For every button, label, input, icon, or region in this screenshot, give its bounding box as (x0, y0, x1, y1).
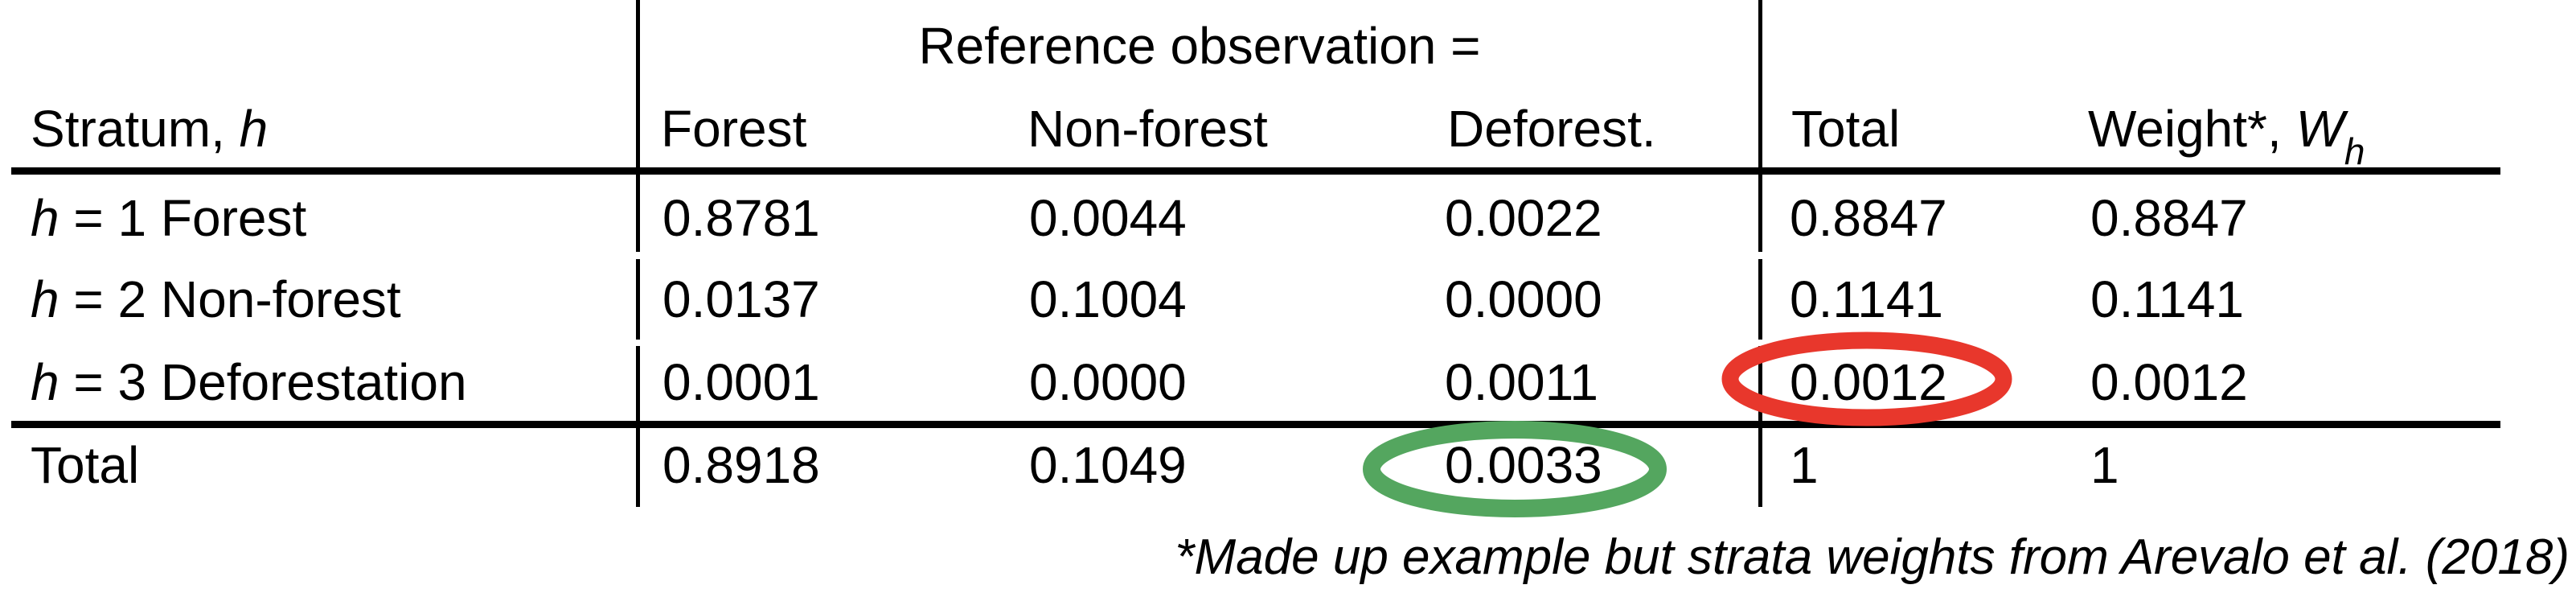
deforest-value: 0.0000 (1445, 270, 1602, 328)
weight-header-variable: W (2295, 100, 2344, 158)
row-label-text: = 3 Deforestation (59, 353, 467, 411)
non-forest-column-header: Non-forest (1028, 100, 1268, 158)
stratum-forest-divider (636, 0, 640, 252)
deforest-value: 0.0011 (1445, 353, 1598, 411)
weight-value: 0.1141 (2090, 270, 2244, 328)
forest-total: 0.8918 (662, 436, 820, 494)
non-forest-total: 0.1049 (1029, 436, 1187, 494)
non-forest-value: 0.0044 (1029, 189, 1187, 247)
deforest-total-divider (1758, 346, 1762, 421)
weight-value: 0.8847 (2090, 189, 2248, 247)
row-variable: h (31, 270, 59, 328)
weight-value: 0.0012 (2090, 353, 2248, 411)
deforest-value: 0.0022 (1445, 189, 1602, 247)
deforest-total-divider (1758, 427, 1762, 507)
deforest-total-divider (1758, 259, 1762, 340)
non-forest-value: 0.0000 (1029, 353, 1187, 411)
forest-value: 0.8781 (662, 189, 820, 247)
weight-header-subscript: h (2344, 130, 2365, 172)
weight-header-text: Weight*, (2088, 100, 2296, 158)
stratum-header-text: Stratum, (31, 100, 240, 158)
total-value-circled: 0.0012 (1790, 353, 1947, 411)
footnote: *Made up example but strata weights from… (1175, 529, 2570, 585)
total-row-label: Total (31, 436, 140, 494)
forest-value: 0.0001 (662, 353, 820, 411)
non-forest-value: 0.1004 (1029, 270, 1187, 328)
deforest-total-divider (1758, 0, 1762, 252)
row-label-text: = 1 Forest (59, 189, 307, 247)
row-label: h = 1 Forest (31, 192, 306, 245)
total-row-rule (11, 421, 2500, 428)
forest-column-header: Forest (661, 100, 807, 158)
weight-column-header: Weight*, Wh (2088, 100, 2365, 172)
deforest-column-header: Deforest. (1447, 100, 1656, 158)
stratum-forest-divider (636, 346, 640, 421)
total-value: 0.8847 (1790, 189, 1947, 247)
row-label: h = 3 Deforestation (31, 356, 467, 409)
row-variable: h (31, 353, 59, 411)
row-label: h = 2 Non-forest (31, 273, 401, 326)
row-variable: h (31, 189, 59, 247)
stratum-forest-divider (636, 427, 640, 507)
deforest-total-circled: 0.0033 (1445, 436, 1602, 494)
weight-total: 1 (2090, 436, 2119, 494)
header-rule (11, 167, 2500, 175)
reference-observation-spanner: Reference observation = (918, 17, 1481, 75)
total-column-header: Total (1791, 100, 1901, 158)
forest-value: 0.0137 (662, 270, 820, 328)
total-value: 0.1141 (1790, 270, 1943, 328)
stratum-header-variable: h (239, 100, 269, 158)
stratum-forest-divider (636, 259, 640, 340)
grand-total: 1 (1790, 436, 1819, 494)
row-label-text: = 2 Non-forest (59, 270, 401, 328)
stratum-column-header: Stratum, h (31, 102, 268, 155)
